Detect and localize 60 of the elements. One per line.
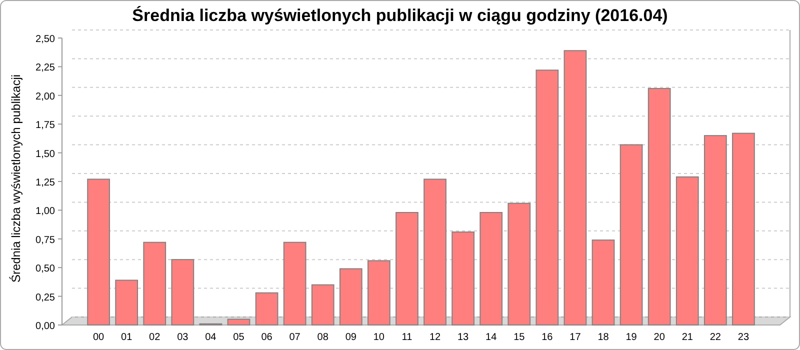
y-tick-label: 1,00 [36,206,56,218]
y-tick-label: 2,00 [36,91,56,102]
x-tick-label: 08 [317,332,329,343]
bar [676,176,699,326]
x-tick-label: 18 [598,332,610,343]
x-tick-label: 03 [177,332,189,343]
bar [508,202,531,326]
y-tick-label: 1,50 [36,148,56,160]
bar [227,318,250,326]
x-tick-label: 06 [261,332,273,343]
y-tick-label: 0,25 [36,292,56,304]
bar [480,212,503,326]
x-tick-label: 09 [345,332,357,343]
x-tick-label: 02 [149,332,161,343]
x-tick-label: 01 [121,332,133,343]
bar [143,242,166,326]
x-tick-label: 05 [233,332,245,343]
y-tick-label: 1,25 [36,178,56,188]
x-tick-label: 07 [289,332,301,343]
x-tick-label: 00 [92,332,105,343]
x-tick-label: 14 [486,332,498,343]
bar [564,50,587,326]
y-tick-label: 2,25 [36,62,56,74]
bar [115,280,138,326]
x-tick-label: 20 [654,332,666,343]
bar [171,259,194,326]
y-axis-title: Średnia liczba wyświetlonych publikacji [9,74,23,283]
bar [339,268,362,326]
bar [311,284,334,326]
x-tick-label: 04 [205,332,217,343]
bar [424,178,446,326]
bar [536,70,559,326]
x-tick-label: 12 [429,332,442,343]
bar [255,292,278,326]
y-tick-label: 0,75 [36,234,56,246]
y-tick-label: 0,00 [36,321,56,332]
x-tick-label: 15 [514,332,526,343]
x-tick-label: 17 [570,332,582,343]
y-tick-label: 1,75 [36,120,56,132]
bar [283,242,306,326]
chart-title: Średnia liczba wyświetlonych publikacji w ciągu godziny (2016.04) [132,5,668,25]
x-tick-label: 10 [373,332,385,343]
bar [592,240,615,326]
bar [704,135,727,326]
x-tick-label: 22 [710,332,722,343]
bar [620,144,643,326]
x-tick-label: 13 [457,332,470,343]
x-tick-label: 23 [738,332,750,343]
x-tick-label: 11 [402,332,413,343]
bar [396,212,418,326]
x-tick-label: 16 [542,332,554,343]
bar [87,178,110,326]
bar [452,232,474,326]
bar [368,260,390,326]
bar [732,132,755,326]
bar [648,88,671,326]
y-tick-label: 2,50 [36,34,56,45]
x-tick-label: 21 [682,332,694,343]
y-tick-label: 0,50 [36,264,56,275]
x-tick-label: 19 [626,332,638,343]
